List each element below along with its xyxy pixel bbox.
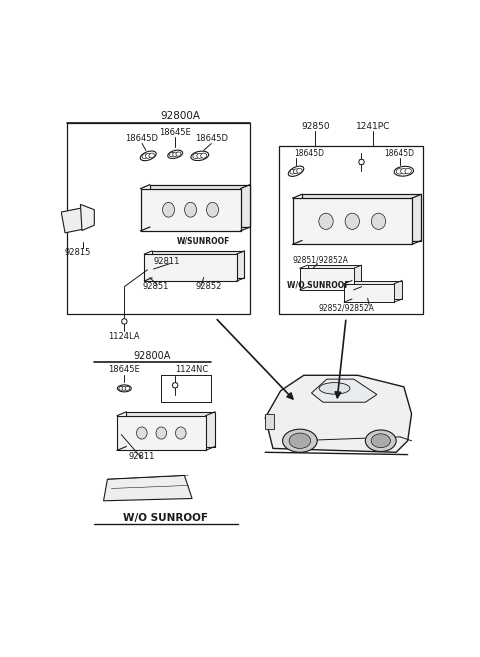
Text: 1124LA: 1124LA xyxy=(108,332,140,341)
Ellipse shape xyxy=(345,214,360,229)
Text: 92800A: 92800A xyxy=(160,111,201,121)
Text: 92850: 92850 xyxy=(301,122,330,131)
Ellipse shape xyxy=(288,166,304,176)
Text: 18645D: 18645D xyxy=(294,149,324,158)
Polygon shape xyxy=(265,375,411,452)
Ellipse shape xyxy=(289,433,311,449)
Polygon shape xyxy=(61,208,84,233)
Ellipse shape xyxy=(140,151,156,161)
Ellipse shape xyxy=(172,382,178,388)
Ellipse shape xyxy=(149,153,155,158)
Text: 18645D: 18645D xyxy=(195,135,228,143)
Ellipse shape xyxy=(206,202,218,217)
Ellipse shape xyxy=(173,152,178,156)
Ellipse shape xyxy=(319,214,333,229)
Text: 92811: 92811 xyxy=(154,257,180,266)
Text: 92815: 92815 xyxy=(65,248,91,257)
Ellipse shape xyxy=(359,159,364,165)
Polygon shape xyxy=(302,194,421,240)
Text: 18645D: 18645D xyxy=(126,135,158,143)
Ellipse shape xyxy=(156,427,167,439)
Polygon shape xyxy=(126,412,215,447)
Text: 92852: 92852 xyxy=(196,283,222,291)
Text: 92852/92852A: 92852/92852A xyxy=(318,304,374,313)
Text: 92811: 92811 xyxy=(129,451,156,461)
Text: W/SUNROOF: W/SUNROOF xyxy=(177,236,230,245)
Ellipse shape xyxy=(371,434,390,447)
Ellipse shape xyxy=(394,166,414,176)
Ellipse shape xyxy=(283,429,317,452)
Text: 92800A: 92800A xyxy=(133,351,171,361)
Ellipse shape xyxy=(405,168,411,174)
Polygon shape xyxy=(144,254,237,281)
Ellipse shape xyxy=(293,169,299,173)
Polygon shape xyxy=(141,189,240,231)
Polygon shape xyxy=(117,416,205,450)
Ellipse shape xyxy=(396,169,403,174)
Ellipse shape xyxy=(136,427,147,439)
Ellipse shape xyxy=(168,150,182,158)
Text: 1241PC: 1241PC xyxy=(356,122,390,131)
Ellipse shape xyxy=(176,152,181,156)
Ellipse shape xyxy=(197,153,203,158)
Polygon shape xyxy=(81,204,94,231)
Ellipse shape xyxy=(184,202,197,217)
Ellipse shape xyxy=(372,214,385,229)
Ellipse shape xyxy=(319,382,350,394)
Ellipse shape xyxy=(145,154,151,158)
Text: 1124NC: 1124NC xyxy=(175,365,208,374)
Ellipse shape xyxy=(297,168,302,173)
Bar xyxy=(265,414,275,429)
Polygon shape xyxy=(312,379,377,402)
Ellipse shape xyxy=(121,319,127,324)
Polygon shape xyxy=(150,185,250,227)
Bar xyxy=(67,123,250,313)
Text: W/O SUNROOF: W/O SUNROOF xyxy=(123,512,208,523)
Polygon shape xyxy=(344,284,394,302)
Polygon shape xyxy=(152,251,244,278)
Ellipse shape xyxy=(176,427,186,439)
Text: 18645E: 18645E xyxy=(159,128,191,137)
Ellipse shape xyxy=(125,386,130,390)
Text: 18645D: 18645D xyxy=(384,149,415,158)
Ellipse shape xyxy=(191,151,209,160)
Text: 92851/92852A: 92851/92852A xyxy=(292,256,348,264)
Ellipse shape xyxy=(201,153,207,158)
Ellipse shape xyxy=(118,385,131,392)
Text: 92851: 92851 xyxy=(142,283,168,291)
Ellipse shape xyxy=(142,154,147,158)
Text: W/O SUNROOF: W/O SUNROOF xyxy=(287,281,349,290)
Ellipse shape xyxy=(365,430,396,451)
Bar xyxy=(279,146,423,313)
Ellipse shape xyxy=(122,386,127,390)
Polygon shape xyxy=(293,198,412,244)
Ellipse shape xyxy=(163,202,175,217)
Ellipse shape xyxy=(401,169,407,174)
Ellipse shape xyxy=(193,154,199,158)
Ellipse shape xyxy=(290,170,295,174)
Polygon shape xyxy=(352,281,402,299)
Polygon shape xyxy=(104,476,192,501)
Polygon shape xyxy=(300,268,354,290)
Text: 18645E: 18645E xyxy=(108,365,140,374)
Polygon shape xyxy=(308,265,361,286)
Ellipse shape xyxy=(119,386,123,390)
Ellipse shape xyxy=(169,152,174,157)
